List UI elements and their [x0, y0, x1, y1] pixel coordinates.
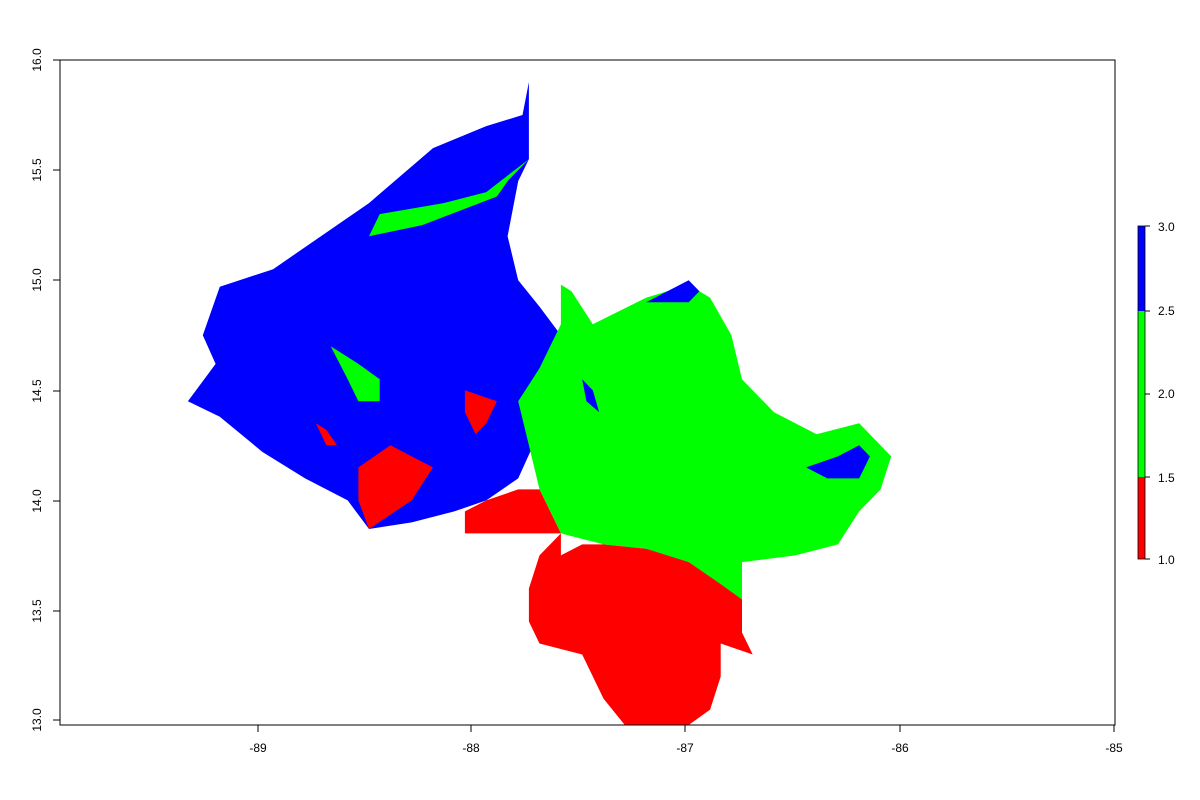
y-tick-label: 14.5 [30, 379, 44, 403]
y-tick-label: 13.0 [30, 708, 44, 732]
legend-band-3 [1138, 226, 1145, 311]
legend-label: 2.0 [1158, 387, 1175, 401]
y-tick-label: 15.5 [30, 158, 44, 182]
x-tick-label: -87 [676, 741, 694, 755]
region-class-1 [358, 445, 433, 529]
legend-band-1 [1138, 477, 1145, 559]
legend-band-2 [1138, 311, 1145, 477]
y-tick-label: 14.0 [30, 489, 44, 513]
x-tick-label: -89 [249, 741, 267, 755]
y-axis: 13.0 13.5 14.0 14.5 15.0 15.5 16.0 [30, 48, 60, 732]
legend-label: 2.5 [1158, 304, 1175, 318]
raster-layer [187, 82, 892, 725]
x-axis: -89 -88 -87 -86 -85 [249, 725, 1123, 755]
y-tick-label: 13.5 [30, 599, 44, 623]
region-class-3 [806, 445, 870, 479]
legend-label: 1.0 [1158, 553, 1175, 567]
region-class-3 [582, 379, 600, 413]
region-class-2 [518, 284, 892, 633]
legend-frame [1137, 225, 1146, 560]
region-class-3 [646, 280, 700, 303]
x-tick-label: -88 [462, 741, 480, 755]
y-tick-label: 16.0 [30, 48, 44, 72]
region-class-1 [315, 423, 338, 446]
region-class-1 [464, 390, 497, 435]
region-class-2 [330, 346, 380, 402]
legend-label: 1.5 [1158, 471, 1175, 485]
x-tick-label: -85 [1105, 741, 1123, 755]
color-legend: 3.0 2.5 2.0 1.5 1.0 [1137, 220, 1175, 567]
legend-label: 3.0 [1158, 220, 1175, 234]
region-class-2 [369, 159, 529, 237]
y-tick-label: 15.0 [30, 268, 44, 292]
region-class-1 [464, 489, 753, 725]
plot-frame [59, 59, 1116, 726]
x-tick-label: -86 [891, 741, 909, 755]
